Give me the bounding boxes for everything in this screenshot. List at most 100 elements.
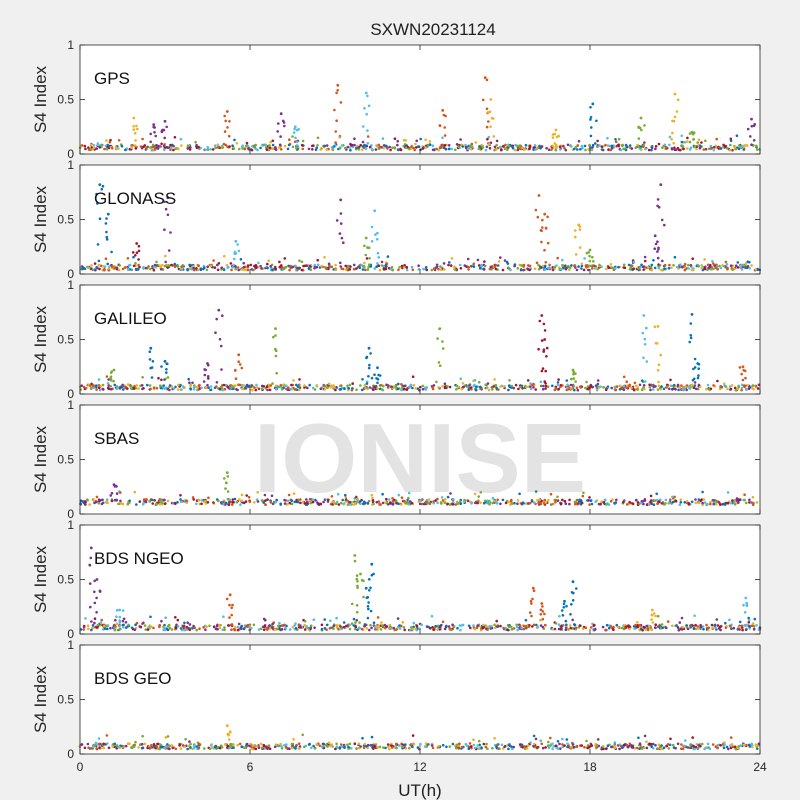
data-point [266, 266, 269, 270]
data-point [539, 380, 543, 384]
data-point [643, 141, 646, 144]
data-point [297, 388, 301, 392]
data-point [154, 134, 157, 138]
data-point [448, 627, 452, 630]
data-point [343, 502, 346, 505]
data-point [171, 746, 174, 750]
data-point [149, 366, 152, 370]
data-point [667, 266, 671, 270]
data-point [109, 384, 112, 388]
data-point [396, 139, 400, 143]
data-point [200, 498, 204, 502]
data-point [412, 621, 416, 625]
data-point [301, 733, 305, 737]
data-point [194, 140, 197, 144]
data-point [609, 500, 613, 503]
plot-area [80, 645, 760, 754]
data-point [554, 500, 557, 504]
data-point [562, 606, 566, 609]
data-point [669, 384, 673, 388]
data-point [391, 146, 394, 149]
data-point [461, 145, 465, 148]
data-point [161, 263, 164, 267]
data-point [307, 147, 311, 151]
data-point [128, 148, 132, 151]
data-point [148, 358, 152, 361]
data-point [104, 257, 108, 261]
data-point [558, 266, 561, 269]
data-point [83, 144, 87, 148]
data-point [588, 745, 591, 749]
data-point [627, 263, 631, 267]
data-point [140, 384, 144, 387]
data-point [488, 625, 491, 628]
data-point [215, 317, 218, 321]
data-point [126, 257, 130, 260]
data-point [517, 387, 520, 391]
data-point [506, 262, 510, 265]
data-point [680, 140, 684, 144]
data-point [729, 625, 732, 628]
data-point [179, 383, 182, 387]
data-point [748, 625, 751, 628]
data-point [358, 500, 362, 503]
data-point [545, 146, 548, 150]
data-point [537, 502, 540, 505]
data-point [93, 744, 97, 747]
data-point [97, 498, 101, 502]
data-point [339, 101, 343, 104]
data-point [89, 546, 93, 550]
data-point [228, 593, 232, 597]
data-point [226, 266, 229, 270]
data-point [628, 627, 631, 631]
data-point [588, 254, 591, 258]
data-point [647, 503, 651, 506]
data-point [476, 258, 480, 262]
data-point [712, 262, 715, 265]
data-point [664, 502, 667, 505]
data-point [404, 146, 408, 149]
data-point [507, 743, 511, 746]
data-point [374, 628, 377, 631]
data-point [370, 147, 374, 151]
data-point [382, 146, 385, 150]
data-point [401, 386, 404, 390]
data-point [443, 144, 447, 147]
data-point [628, 500, 631, 504]
data-point [677, 267, 680, 270]
data-point [236, 243, 239, 246]
data-point [575, 626, 578, 630]
data-point [312, 386, 315, 390]
data-point [335, 219, 339, 222]
data-point [591, 143, 595, 147]
data-point [574, 235, 577, 239]
data-point [706, 383, 710, 387]
data-point [613, 386, 617, 389]
data-point [235, 388, 238, 391]
data-point [232, 257, 236, 261]
data-point [686, 140, 689, 143]
data-point [573, 745, 576, 749]
data-point [323, 255, 326, 259]
data-point [650, 148, 653, 152]
data-point [488, 147, 492, 150]
data-point [467, 268, 470, 271]
data-point [685, 500, 689, 503]
data-point [267, 624, 271, 628]
data-point [509, 268, 512, 272]
data-point [494, 383, 498, 387]
data-point [660, 385, 663, 388]
data-point [357, 265, 360, 269]
data-point [225, 481, 228, 485]
data-point [407, 491, 411, 495]
data-point [169, 231, 172, 234]
data-point [338, 232, 342, 235]
data-point [386, 147, 389, 150]
data-point [561, 743, 564, 746]
data-point [523, 148, 526, 152]
data-point [560, 609, 564, 612]
data-point [501, 498, 505, 502]
data-point [358, 621, 361, 624]
data-point [274, 743, 278, 746]
data-point [316, 263, 320, 267]
